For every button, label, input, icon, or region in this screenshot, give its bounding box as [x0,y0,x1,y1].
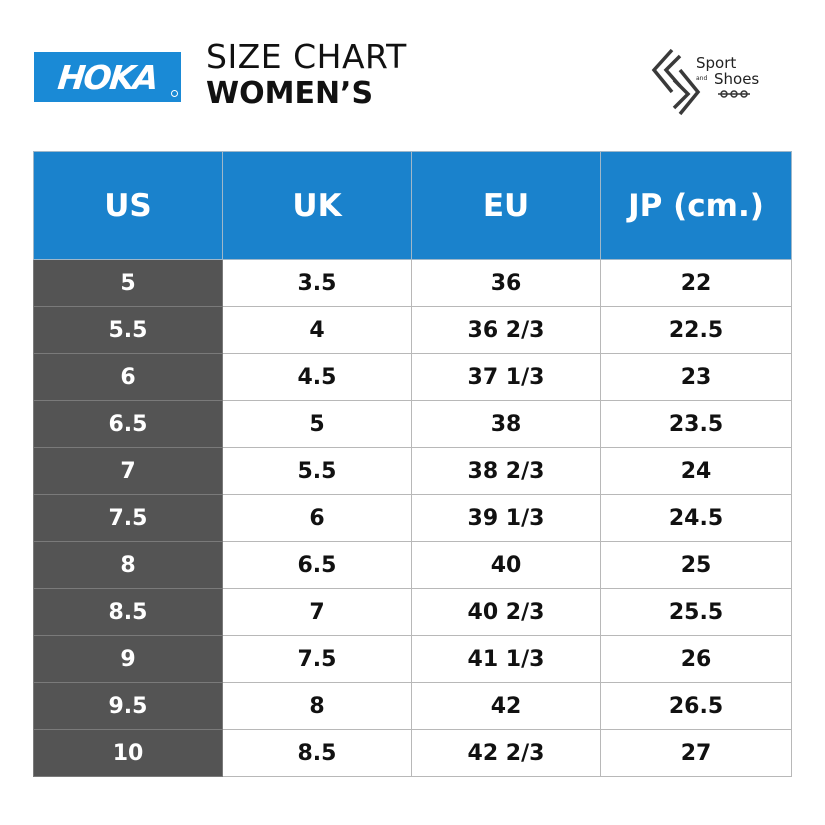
table-row: 8 6.5 40 25 [33,541,792,589]
cell-uk: 7 [222,588,412,636]
cell-jp: 22 [600,259,792,307]
table-row: 7 5.5 38 2/3 24 [33,447,792,495]
cell-us: 5.5 [33,306,223,354]
cell-us: 5 [33,259,223,307]
cell-eu: 38 [411,400,601,448]
table-row: 10 8.5 42 2/3 27 [33,729,792,777]
cell-uk: 8.5 [222,729,412,777]
cell-us: 9 [33,635,223,683]
cell-eu: 38 2/3 [411,447,601,495]
table-row: 6 4.5 37 1/3 23 [33,353,792,401]
table-row: 5.5 4 36 2/3 22.5 [33,306,792,354]
cell-eu: 40 [411,541,601,589]
cell-eu: 42 [411,682,601,730]
cell-uk: 8 [222,682,412,730]
table-row: 8.5 7 40 2/3 25.5 [33,588,792,636]
cell-us: 9.5 [33,682,223,730]
hoka-logo: HOKA [34,52,181,102]
cell-uk: 5 [222,400,412,448]
header-uk: UK [222,151,412,260]
cell-us: 10 [33,729,223,777]
table-row: 6.5 5 38 23.5 [33,400,792,448]
cell-us: 7.5 [33,494,223,542]
page-subtitle: WOMEN’S [206,76,374,111]
size-chart-table: US UK EU JP (cm.) 5 3.5 36 22 5.5 4 36 2… [33,151,792,777]
cell-uk: 7.5 [222,635,412,683]
table-row: 5 3.5 36 22 [33,259,792,307]
cell-eu: 37 1/3 [411,353,601,401]
cell-us: 8 [33,541,223,589]
cell-jp: 23.5 [600,400,792,448]
cell-jp: 24 [600,447,792,495]
cell-us: 6.5 [33,400,223,448]
cell-jp: 25.5 [600,588,792,636]
table-header-row: US UK EU JP (cm.) [33,151,792,260]
cell-us: 8.5 [33,588,223,636]
cell-uk: 6 [222,494,412,542]
header-eu: EU [411,151,601,260]
cell-jp: 26.5 [600,682,792,730]
cell-jp: 22.5 [600,306,792,354]
cell-eu: 39 1/3 [411,494,601,542]
table-row: 9.5 8 42 26.5 [33,682,792,730]
table-row: 9 7.5 41 1/3 26 [33,635,792,683]
sport-and-shoes-logo: Sport and Shoes [651,48,759,116]
cell-jp: 27 [600,729,792,777]
cell-jp: 26 [600,635,792,683]
cell-jp: 24.5 [600,494,792,542]
cell-eu: 42 2/3 [411,729,601,777]
store-logo-line2: and [696,75,707,82]
title-block: SIZE CHART WOMEN’S [206,38,407,112]
table-row: 7.5 6 39 1/3 24.5 [33,494,792,542]
cell-jp: 25 [600,541,792,589]
header-us: US [33,151,223,260]
cell-us: 6 [33,353,223,401]
cell-eu: 40 2/3 [411,588,601,636]
cell-uk: 4.5 [222,353,412,401]
cell-jp: 23 [600,353,792,401]
cell-us: 7 [33,447,223,495]
cell-uk: 3.5 [222,259,412,307]
page-title: SIZE CHART [206,37,407,76]
cell-eu: 41 1/3 [411,635,601,683]
cell-eu: 36 2/3 [411,306,601,354]
store-logo-line3: Shoes [714,70,759,88]
hoka-logo-text: HOKA [56,57,159,97]
cell-uk: 5.5 [222,447,412,495]
store-logo-line1: Sport [696,54,736,72]
cell-eu: 36 [411,259,601,307]
header-jp: JP (cm.) [600,151,792,260]
cell-uk: 6.5 [222,541,412,589]
cell-uk: 4 [222,306,412,354]
registered-mark-icon [171,90,178,97]
